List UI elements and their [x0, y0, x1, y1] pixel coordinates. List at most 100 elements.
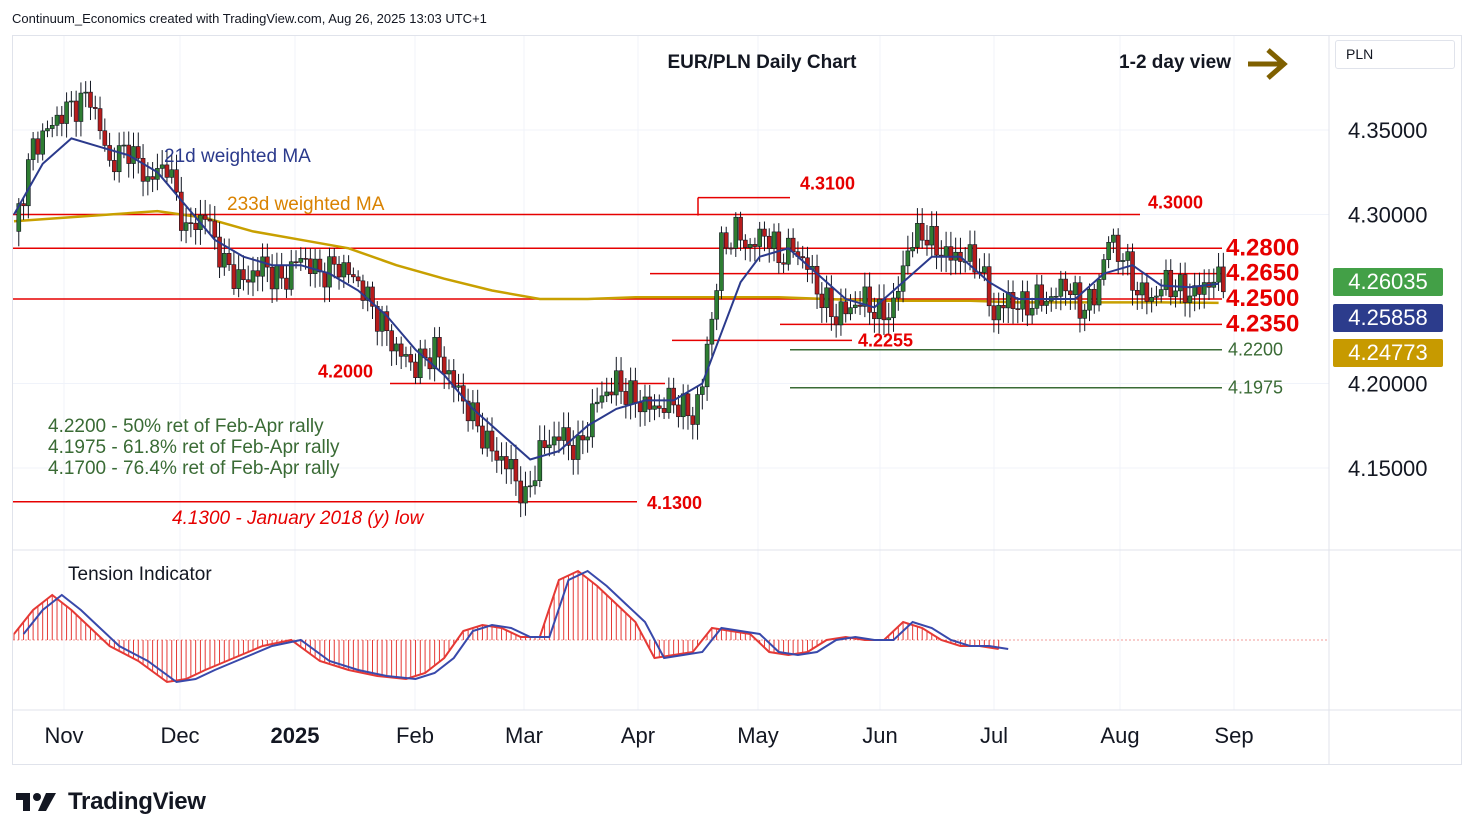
candle-body	[236, 269, 241, 289]
candle-body	[331, 256, 337, 265]
candle-body	[690, 415, 696, 425]
candle-body	[1111, 234, 1116, 243]
x-tick-label: Sep	[1214, 723, 1253, 748]
candle-body	[532, 480, 538, 487]
ma21-path	[13, 137, 1219, 461]
y-tick-label: 4.35000	[1348, 118, 1428, 143]
candle-body	[1063, 278, 1068, 292]
level-label: 4.2000	[318, 362, 373, 382]
ma233-label: 233d weighted MA	[227, 194, 385, 215]
view-label: 1-2 day view	[1119, 52, 1231, 73]
candle-body	[327, 256, 332, 288]
ma21-line	[13, 137, 1219, 461]
brand-name: TradingView	[68, 788, 206, 815]
candle-body	[929, 226, 935, 246]
candle-body	[676, 404, 681, 418]
candle-body	[341, 262, 347, 278]
candle-body	[255, 270, 261, 277]
candle-body	[432, 337, 437, 370]
candle-body	[83, 91, 88, 94]
tradingview-brand[interactable]: TradingView	[16, 788, 206, 816]
candle-body	[78, 92, 84, 122]
candle-body	[1068, 290, 1073, 296]
candle-body	[456, 385, 461, 388]
candle-body	[284, 277, 289, 290]
candle-body	[26, 159, 31, 207]
candle-body	[312, 258, 318, 274]
candle-body	[269, 266, 275, 290]
candle-body	[757, 228, 762, 247]
y-tick-label: 4.20000	[1348, 372, 1428, 397]
x-tick-label: Apr	[621, 723, 655, 748]
tension-indicator	[13, 569, 1329, 684]
candle-body	[1182, 274, 1188, 303]
x-tick-label: Aug	[1100, 723, 1139, 748]
candle-body	[1149, 297, 1154, 302]
candle-body	[1082, 309, 1088, 319]
candle-body	[1192, 285, 1197, 297]
candle-body	[728, 247, 734, 250]
candle-body	[73, 100, 79, 122]
candle-body	[16, 203, 22, 232]
candle-body	[766, 235, 772, 249]
candle-body	[537, 440, 543, 482]
level-label: 4.2255	[858, 330, 913, 350]
candle-body	[843, 301, 849, 315]
candle-body	[1173, 290, 1178, 298]
tension-signal-line	[22, 569, 1009, 684]
candle-body	[915, 223, 920, 248]
candle-body	[417, 348, 423, 378]
candle-body	[852, 304, 858, 308]
candle-body	[121, 144, 127, 147]
candle-body	[709, 318, 715, 345]
candle-body	[685, 393, 691, 417]
candle-body	[245, 279, 251, 283]
candle-body	[140, 158, 146, 182]
candle-body	[49, 125, 55, 129]
candle-body	[346, 262, 351, 275]
candle-body	[102, 130, 108, 146]
level-label: 4.2800	[1226, 234, 1299, 261]
candle-body	[618, 370, 624, 392]
candle-body	[848, 307, 853, 315]
candle-body	[580, 435, 586, 441]
candle-body	[1158, 289, 1164, 297]
candle-body	[1087, 288, 1092, 311]
price-tag: 4.25858	[1333, 304, 1443, 332]
candle-body	[652, 405, 657, 410]
candle-body	[647, 396, 653, 410]
candle-body	[1163, 269, 1169, 290]
candle-body	[575, 435, 581, 460]
candle-body	[470, 402, 476, 422]
tension-label: Tension Indicator	[68, 564, 212, 585]
candle-body	[556, 436, 562, 441]
candle-body	[212, 220, 218, 238]
candle-body	[867, 286, 872, 313]
candle-body	[1077, 282, 1083, 319]
candle-body	[905, 250, 911, 267]
candle-body	[241, 269, 246, 281]
candle-body	[781, 262, 786, 265]
candle-body	[384, 311, 390, 332]
candle-body	[365, 286, 371, 301]
ma21-label: 21d weighted MA	[164, 146, 311, 167]
candle-body	[680, 393, 686, 418]
candle-body	[570, 445, 576, 460]
candle-body	[1058, 278, 1064, 297]
candle-body	[613, 370, 619, 396]
candle-body	[21, 203, 26, 207]
chart-header: Continuum_Economics created with Trading…	[12, 11, 487, 26]
candle-body	[250, 270, 256, 283]
candle-body	[1187, 295, 1193, 303]
candle-body	[508, 459, 514, 470]
candle-body	[1130, 251, 1135, 291]
candle-body	[35, 138, 41, 155]
currency-selector[interactable]: PLN	[1335, 40, 1455, 69]
candle-body	[599, 395, 605, 403]
candle-body	[159, 164, 165, 169]
candle-body	[1216, 266, 1221, 283]
candle-body	[967, 244, 973, 262]
candle-body	[69, 100, 74, 103]
